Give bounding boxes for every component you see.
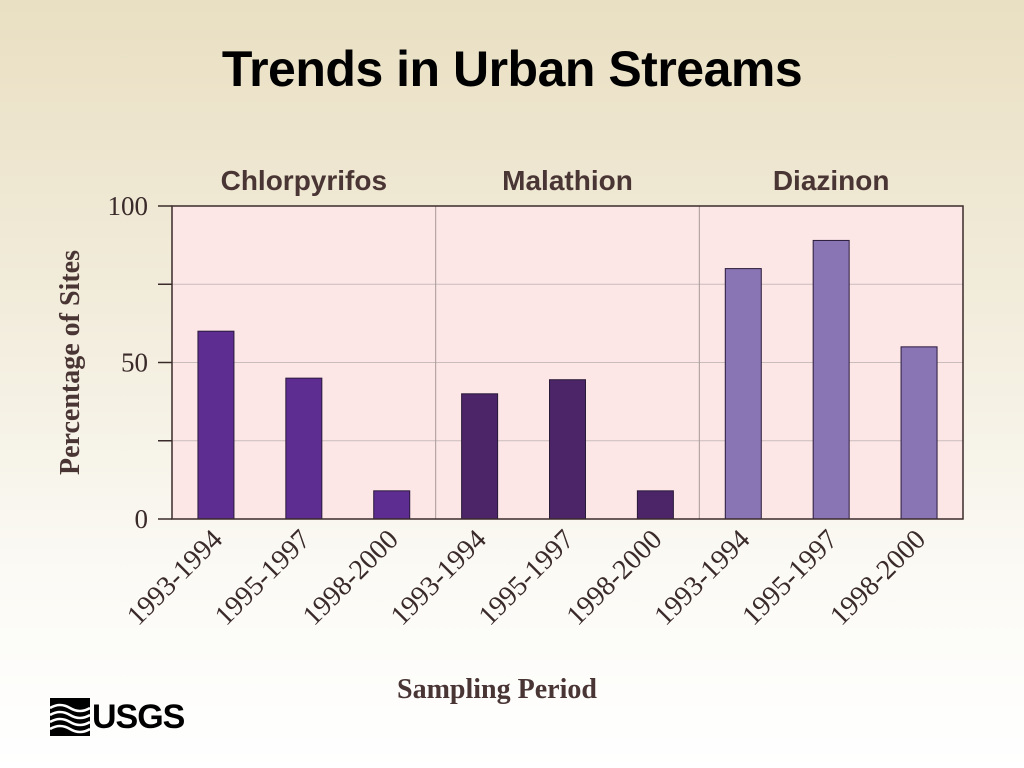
panel-title-diazinon: Diazinon [773,165,890,196]
panel-title-chlorpyrifos: Chlorpyrifos [221,165,387,196]
panel-title-malathion: Malathion [502,165,633,196]
x-tick-label: 1998-2000 [297,524,405,632]
x-axis-label: Sampling Period [397,674,597,705]
bar-diazinon-1993-1994 [724,268,762,520]
bar-malathion-1993-1994 [461,393,499,520]
bar-diazinon-1995-1997 [812,239,850,520]
x-tick-label: 1993-1994 [121,524,229,632]
x-tick-label: 1995-1997 [736,524,844,632]
x-tick-label: 1995-1997 [209,524,317,632]
x-tick-label: 1995-1997 [473,524,581,632]
usgs-logo-text: USGS [92,698,185,736]
x-tick-label: 1993-1994 [385,524,493,632]
usgs-logo: USGS [50,698,185,736]
bar-malathion-1998-2000 [636,490,674,520]
y-tick-label: 0 [135,504,149,534]
y-axis-label: Percentage of Sites [55,250,86,475]
bar-chlorpyrifos-1998-2000 [373,490,411,520]
slide-title: Trends in Urban Streams [221,41,803,97]
bar-chlorpyrifos-1995-1997 [285,377,323,520]
x-tick-label: 1998-2000 [824,524,932,632]
y-tick-label: 100 [108,191,149,221]
usgs-wave-icon [50,698,90,736]
bar-diazinon-1998-2000 [900,346,938,520]
x-tick-label: 1993-1994 [649,524,757,632]
bar-malathion-1995-1997 [549,379,586,520]
x-tick-label: 1998-2000 [561,524,669,632]
bar-chlorpyrifos-1993-1994 [197,330,235,520]
y-tick-label: 50 [121,348,148,378]
